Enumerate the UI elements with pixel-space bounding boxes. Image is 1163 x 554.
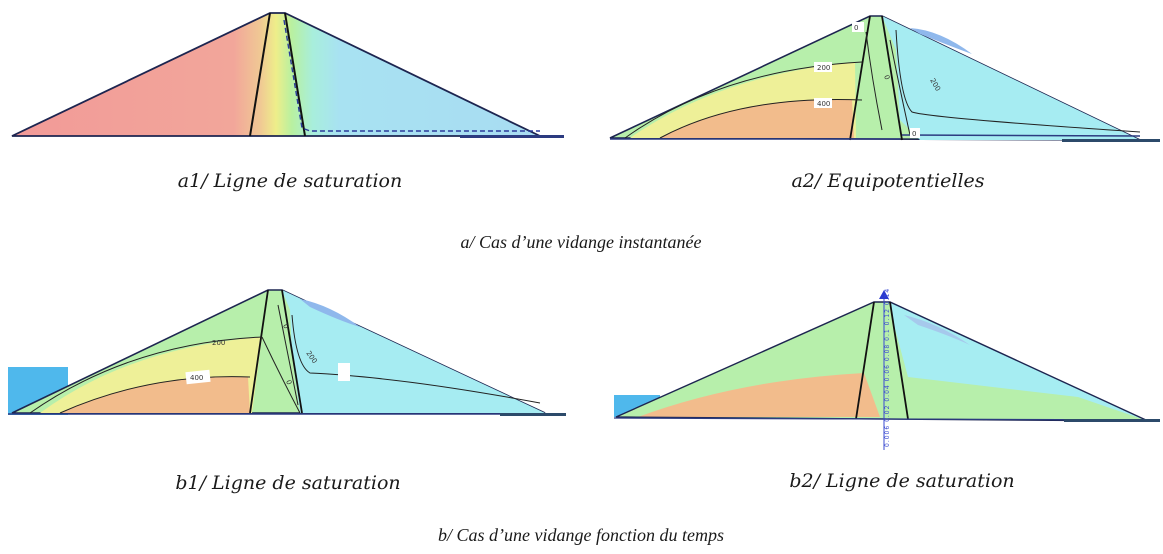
contour-label-0-lower: 0 — [284, 379, 293, 386]
contour-label-0-mid: 0 — [882, 74, 891, 81]
caption-b1: b1/ Ligne de saturation — [175, 472, 401, 494]
panel-a1 — [0, 0, 570, 150]
contour-label-0-bottom: 0 — [912, 130, 916, 138]
contour-label-200: 200 — [817, 64, 830, 72]
panel-a2: 0 200 400 0 200 0 — [600, 0, 1163, 150]
flow-arrow-icon — [879, 290, 889, 299]
group-caption-a: a/ Cas d’une vidange instantanée — [460, 232, 702, 252]
flux-vertical-label: 0.006 0.02 0.04 0.06 0.08 0.1 0.12 0.14 — [884, 288, 891, 447]
group-caption-b: b/ Cas d’une vidange fonction du temps — [438, 525, 724, 545]
contour-label-0-top: 0 — [854, 24, 858, 32]
dam-section-a2: 0 200 400 0 200 0 — [609, 15, 1160, 142]
caption-b2: b2/ Ligne de saturation — [789, 470, 1015, 492]
panel-b2: 0.006 0.02 0.04 0.06 0.08 0.1 0.12 0.14 — [608, 285, 1163, 460]
dam-section-b2: 0.006 0.02 0.04 0.06 0.08 0.1 0.12 0.14 — [613, 288, 1160, 450]
caption-a1: a1/ Ligne de saturation — [177, 170, 403, 192]
contour-label-400: 400 — [817, 100, 830, 108]
contour-label-0-upper: 0 — [281, 323, 290, 330]
contour-label-400: 400 — [190, 374, 203, 382]
contour-label-200: 200 — [212, 339, 225, 347]
caption-a2: a2/ Equipotentielles — [791, 170, 985, 192]
label-box — [338, 363, 350, 381]
dam-section-b1: 200 400 0 0 200 — [8, 289, 566, 416]
panel-b1: 200 400 0 0 200 — [0, 285, 570, 425]
dam-section-a1 — [11, 12, 564, 138]
